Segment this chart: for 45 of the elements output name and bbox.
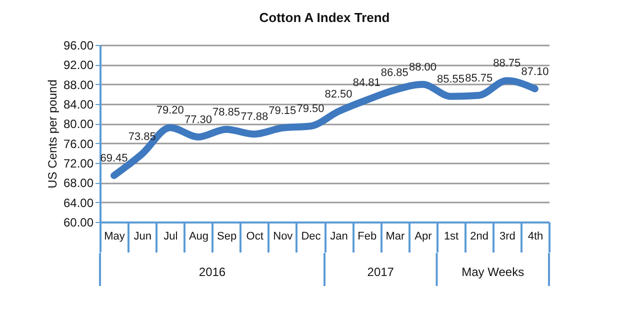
x-tick-label: Sep — [216, 230, 237, 242]
x-tick-label: 1st — [444, 230, 459, 242]
data-label: 85.55 — [437, 73, 465, 86]
y-tick-label: 88.00 — [63, 78, 94, 92]
data-label: 84.81 — [352, 77, 380, 90]
x-tick-label: Oct — [246, 230, 264, 242]
data-label: 86.85 — [380, 66, 408, 79]
text: 2016 — [198, 265, 226, 279]
text: May Weeks — [462, 265, 524, 279]
text: 2017 — [367, 265, 394, 279]
y-tick-label: 80.00 — [63, 117, 94, 132]
x-tick-label: Jun — [134, 230, 152, 242]
x-tick-label: Dec — [301, 230, 322, 242]
x-tick-label: Jan — [330, 230, 348, 242]
data-label: 79.20 — [156, 104, 184, 117]
x-tick-label: Jul — [164, 230, 178, 242]
y-tick-label: 64.00 — [63, 196, 94, 210]
y-tick-label: 72.00 — [63, 156, 94, 170]
data-label: 88.75 — [493, 58, 521, 70]
data-label: 82.50 — [324, 88, 352, 100]
x-tick-label: Mar — [386, 230, 405, 242]
x-tick-label: 2nd — [470, 230, 489, 242]
chart-title: Cotton A Index Trend — [259, 10, 390, 25]
data-label: 78.85 — [212, 106, 240, 118]
y-tick-label: 76.00 — [63, 136, 94, 151]
data-label: 85.75 — [465, 72, 493, 84]
x-tick-label: 4th — [528, 230, 544, 242]
data-label: 88.00 — [408, 61, 436, 74]
y-tick-label: 68.00 — [63, 176, 94, 190]
y-tick-label: 60.00 — [63, 216, 94, 230]
data-label: 79.15 — [268, 104, 296, 117]
x-tick-label: Nov — [273, 230, 294, 242]
x-tick-label: 3rd — [499, 230, 516, 242]
x-tick-label: Aug — [188, 230, 209, 242]
y-axis-title: US Cents per pound — [45, 80, 60, 188]
y-tick-label: 92.00 — [63, 58, 94, 72]
x-tick-label: May — [104, 230, 126, 242]
x-tick-label: Feb — [358, 230, 377, 242]
data-label: 77.88 — [240, 111, 268, 124]
data-label: 87.10 — [521, 66, 549, 78]
data-label: 77.30 — [184, 114, 212, 126]
y-tick-label: 84.00 — [63, 98, 94, 112]
data-label: 79.50 — [296, 103, 324, 116]
x-tick-label: Apr — [414, 230, 432, 242]
y-tick-label: 96.00 — [63, 38, 94, 52]
